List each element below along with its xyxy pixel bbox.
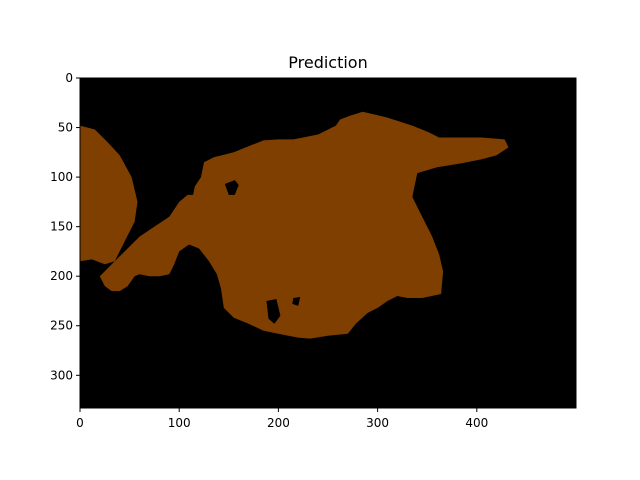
y-tick-label: 50 bbox=[58, 121, 73, 135]
y-tick-label: 150 bbox=[50, 220, 73, 234]
x-tick-label: 200 bbox=[267, 416, 290, 430]
x-tick-label: 0 bbox=[76, 416, 84, 430]
main-region bbox=[99, 111, 509, 339]
mask-layer bbox=[80, 111, 509, 339]
x-axis: 0 100 200 300 400 bbox=[76, 408, 488, 430]
plot-frame bbox=[79, 77, 577, 409]
y-tick-label: 0 bbox=[65, 71, 73, 85]
y-axis: 0 50 100 150 200 250 300 bbox=[50, 71, 80, 382]
y-tick-label: 200 bbox=[50, 269, 73, 283]
hole-d bbox=[224, 180, 239, 195]
y-tick-label: 100 bbox=[50, 170, 73, 184]
hole-b bbox=[292, 297, 301, 306]
chart-title: Prediction bbox=[288, 53, 367, 72]
x-tick-label: 400 bbox=[465, 416, 488, 430]
x-tick-label: 100 bbox=[168, 416, 191, 430]
y-tick-label: 250 bbox=[50, 319, 73, 333]
hole-c bbox=[177, 184, 196, 195]
left-region bbox=[80, 125, 138, 265]
y-tick-label: 300 bbox=[50, 368, 73, 382]
hole-a bbox=[266, 299, 281, 324]
x-tick-label: 300 bbox=[366, 416, 389, 430]
